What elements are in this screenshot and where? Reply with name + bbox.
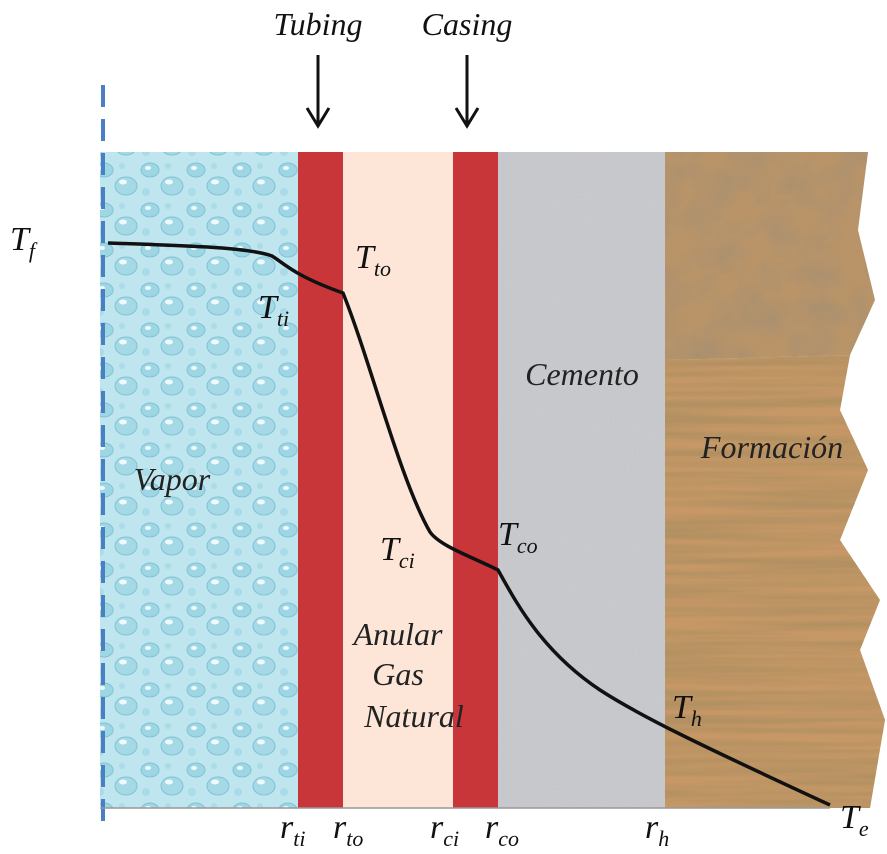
subscript: e xyxy=(859,816,869,841)
region-label: Anular xyxy=(352,616,443,652)
symbol: T xyxy=(258,289,279,326)
formation-top-texture xyxy=(665,152,875,360)
subscript: ci xyxy=(399,548,415,573)
region-label: Cemento xyxy=(525,356,639,392)
radius-label: rco xyxy=(485,809,519,851)
symbol: r xyxy=(430,809,444,846)
symbol: T xyxy=(672,689,693,726)
symbol: r xyxy=(280,809,294,846)
subscript: f xyxy=(29,238,38,263)
radius-label: rci xyxy=(430,809,459,851)
arrows xyxy=(307,55,478,126)
cement-texture xyxy=(498,152,665,808)
symbol: r xyxy=(645,809,659,846)
symbol: T xyxy=(355,239,376,276)
temperature-label: Tf xyxy=(10,221,38,263)
casing-label: Casing xyxy=(422,6,513,42)
subscript: h xyxy=(691,706,702,731)
region-label: Natural xyxy=(363,698,464,734)
symbol: T xyxy=(498,516,519,553)
symbol: r xyxy=(333,809,347,846)
subscript: to xyxy=(346,826,363,851)
subscript: ci xyxy=(443,826,459,851)
radius-label: rh xyxy=(645,809,669,851)
tubing-wall xyxy=(298,152,343,808)
subscript: ti xyxy=(293,826,305,851)
symbol: T xyxy=(10,221,31,258)
formation-bottom-texture xyxy=(665,355,885,808)
region-label: Gas xyxy=(372,656,424,692)
subscript: ti xyxy=(277,306,289,331)
radius-label: rto xyxy=(333,809,363,851)
region-label: Formación xyxy=(700,429,843,465)
radius-label: rti xyxy=(280,809,305,851)
subscript: co xyxy=(498,826,519,851)
symbol: T xyxy=(380,531,401,568)
region-label: Vapor xyxy=(134,461,211,497)
symbol: r xyxy=(485,809,499,846)
symbol: T xyxy=(840,799,861,836)
wellbore-diagram: Tubing Casing Vapor Anular Gas Natural C… xyxy=(0,0,887,854)
subscript: co xyxy=(517,533,538,558)
tubing-label: Tubing xyxy=(274,6,363,42)
subscript: to xyxy=(374,256,391,281)
subscript: h xyxy=(658,826,669,851)
